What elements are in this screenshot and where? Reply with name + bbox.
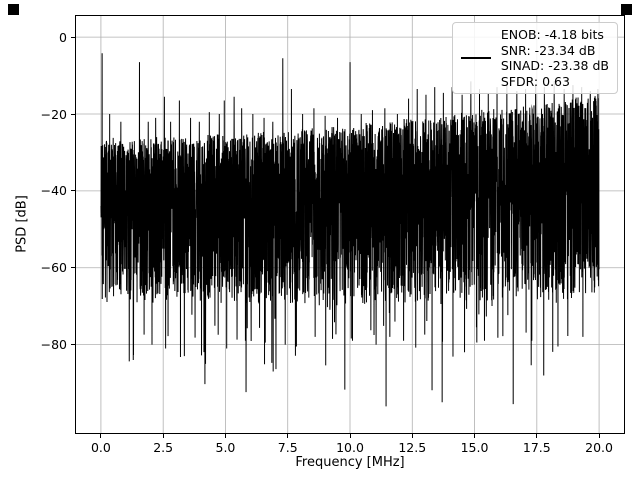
legend-snr-label: SNR: -23.34 dB [500, 42, 596, 58]
y-tick-label: −80 [40, 337, 67, 353]
x-tick-mark [162, 434, 164, 438]
x-tick-label: 5.0 [215, 440, 236, 455]
legend-metrics-block: ENOB: -4.18 bits SNR: -23.34 dB SINAD: -… [501, 27, 609, 89]
y-tick-mark [71, 36, 75, 38]
y-tick-label: −40 [40, 183, 67, 199]
x-tick-mark [536, 434, 538, 438]
y-tick-label: −20 [40, 106, 67, 122]
legend: ENOB: -4.18 bits SNR: -23.34 dB SINAD: -… [451, 22, 618, 94]
x-tick-mark [598, 434, 600, 438]
legend-enob-label: ENOB: -4.18 bits [500, 27, 604, 42]
y-tick-mark [71, 344, 75, 346]
y-tick-mark [71, 267, 75, 269]
x-tick-mark [474, 434, 476, 438]
x-tick-mark [349, 434, 351, 438]
fiducial-marker-top-right [621, 4, 632, 15]
x-tick-mark [100, 434, 102, 438]
y-tick-label: 0 [59, 29, 67, 45]
x-tick-label: 2.5 [153, 440, 174, 455]
x-tick-mark [411, 434, 413, 438]
legend-sfdr-label: SFDR: 0.63 [500, 73, 570, 89]
x-tick-mark [287, 434, 289, 438]
x-tick-label: 17.5 [522, 440, 551, 455]
x-tick-label: 12.5 [398, 440, 427, 455]
plot-area: ENOB: -4.18 bits SNR: -23.34 dB SINAD: -… [75, 15, 625, 434]
y-axis-label: PSD [dB] [14, 195, 30, 253]
line-legend-handle [460, 57, 491, 59]
x-tick-label: 7.5 [277, 440, 298, 455]
x-tick-label: 15.0 [460, 440, 489, 455]
x-tick-label: 0.0 [90, 440, 111, 455]
fiducial-marker-top-left [8, 4, 19, 15]
x-tick-label: 10.0 [336, 440, 364, 455]
y-tick-mark [71, 190, 75, 192]
x-tick-label: 20.0 [585, 440, 613, 455]
x-axis-label: Frequency [MHz] [295, 455, 405, 470]
legend-sinad-label: SINAD: -23.38 dB [500, 58, 609, 73]
x-tick-mark [224, 434, 226, 438]
y-tick-label: −60 [40, 260, 67, 276]
y-tick-mark [71, 113, 75, 115]
